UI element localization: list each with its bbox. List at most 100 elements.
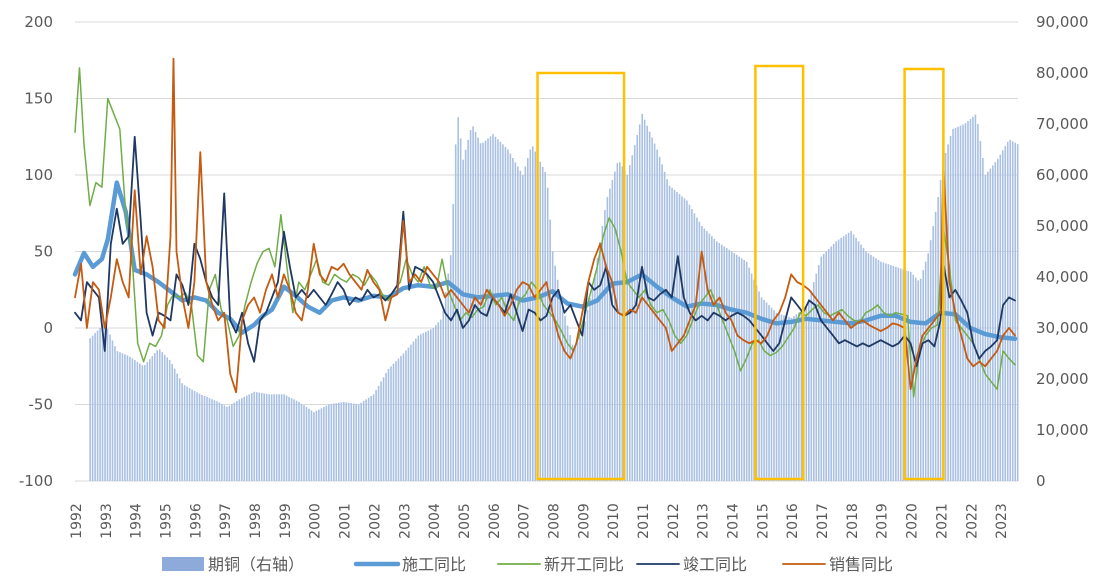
copper-bar xyxy=(967,121,969,482)
copper-bar xyxy=(131,358,134,481)
copper-bar xyxy=(338,402,340,481)
x-tick-label: 1994 xyxy=(129,503,145,539)
copper-bar xyxy=(402,353,405,481)
copper-bar xyxy=(268,394,270,481)
highlight-box xyxy=(903,67,945,481)
copper-bar xyxy=(701,226,703,481)
copper-bar xyxy=(581,333,584,481)
x-tick-label: 2020 xyxy=(905,503,921,539)
copper-bar xyxy=(101,325,104,481)
copper-bar xyxy=(795,314,798,481)
copper-bar xyxy=(360,402,362,481)
copper-bar xyxy=(241,398,243,481)
right-tick-label: 20,000 xyxy=(1036,370,1089,388)
copper-bar xyxy=(949,135,952,481)
copper-bar xyxy=(149,359,151,481)
copper-bar xyxy=(407,347,410,481)
copper-bar xyxy=(313,412,315,481)
copper-bar xyxy=(330,404,333,481)
copper-bar xyxy=(827,248,830,481)
copper-bar xyxy=(1016,144,1019,481)
copper-bar xyxy=(153,353,156,481)
highlight-box xyxy=(754,64,805,481)
copper-bar xyxy=(529,149,532,481)
copper-bar xyxy=(248,394,251,481)
copper-bar xyxy=(469,129,472,481)
copper-bar xyxy=(395,361,397,481)
copper-bar xyxy=(758,291,760,481)
copper-bar xyxy=(263,393,265,481)
copper-bar xyxy=(862,248,865,481)
copper-bar xyxy=(109,334,111,481)
copper-bar xyxy=(96,330,99,481)
copper-bar xyxy=(919,278,922,481)
copper-bar xyxy=(989,168,992,481)
copper-bar xyxy=(459,138,462,481)
copper-bar xyxy=(405,350,407,481)
x-tick-label: 2005 xyxy=(457,503,473,539)
copper-bar xyxy=(783,315,785,481)
copper-bar xyxy=(442,310,445,481)
copper-bar xyxy=(176,373,178,481)
x-tick-label: 2021 xyxy=(934,503,950,539)
copper-bar xyxy=(596,257,599,481)
copper-bar xyxy=(770,307,773,481)
x-tick-label: 2019 xyxy=(875,503,891,539)
copper-bar xyxy=(318,409,320,481)
copper-bar xyxy=(211,399,213,481)
copper-bar xyxy=(489,136,492,481)
x-tick-label: 1996 xyxy=(188,503,204,539)
series-line-new-starts xyxy=(74,67,1016,398)
copper-bar xyxy=(691,209,693,481)
copper-bar xyxy=(628,165,631,482)
copper-bar xyxy=(743,260,745,481)
copper-bar xyxy=(191,389,193,481)
copper-bar xyxy=(99,328,101,481)
copper-bar xyxy=(594,273,596,481)
copper-bar xyxy=(290,398,293,481)
copper-bar xyxy=(410,344,412,481)
copper-bar xyxy=(116,351,119,481)
copper-bar xyxy=(860,244,862,481)
x-tick-label: 2000 xyxy=(308,503,324,539)
copper-bar xyxy=(91,335,94,481)
copper-bar xyxy=(295,400,298,481)
copper-bar xyxy=(934,211,937,482)
copper-bar xyxy=(599,241,601,481)
copper-bar xyxy=(161,352,164,481)
copper-bar xyxy=(718,243,721,481)
copper-bar xyxy=(812,282,815,481)
copper-bar xyxy=(158,349,161,481)
copper-bar xyxy=(362,401,365,481)
copper-bar xyxy=(902,269,905,481)
copper-bar xyxy=(171,364,173,481)
copper-bar xyxy=(852,234,855,481)
copper-bar xyxy=(678,194,681,481)
copper-bar xyxy=(357,404,360,481)
copper-bar xyxy=(571,344,574,481)
copper-bar xyxy=(141,365,144,481)
copper-bar xyxy=(979,141,982,481)
right-tick-label: 0 xyxy=(1036,472,1046,490)
copper-bar xyxy=(484,140,487,481)
copper-bar xyxy=(243,396,246,481)
copper-bar xyxy=(89,338,91,481)
copper-bar xyxy=(847,232,850,481)
copper-bar xyxy=(444,292,447,481)
copper-bar xyxy=(997,158,999,481)
copper-bar xyxy=(768,305,770,481)
copper-bar xyxy=(957,126,959,481)
copper-bar xyxy=(144,365,146,481)
x-tick-label: 2018 xyxy=(845,503,861,539)
copper-bar xyxy=(857,241,860,481)
copper-bar xyxy=(238,399,241,481)
left-tick-label: 150 xyxy=(24,90,53,108)
copper-bar xyxy=(422,333,425,481)
copper-bar xyxy=(810,290,813,481)
legend-label: 新开工同比 xyxy=(544,555,624,574)
copper-bar xyxy=(375,390,377,481)
copper-bar xyxy=(325,405,328,481)
copper-bar xyxy=(609,188,611,481)
copper-bar xyxy=(188,388,191,481)
copper-bar xyxy=(531,146,534,481)
